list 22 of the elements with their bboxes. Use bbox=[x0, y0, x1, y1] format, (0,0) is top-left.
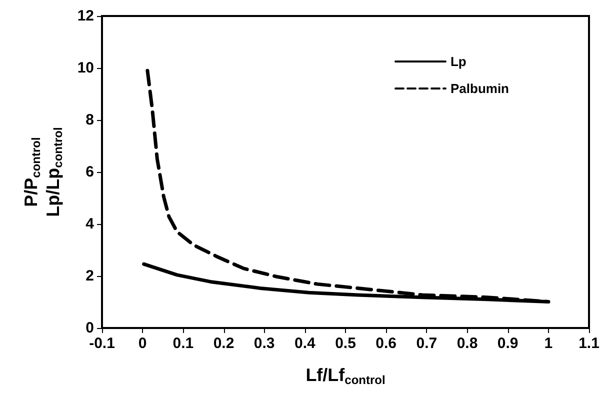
y-tick-label: 8 bbox=[86, 112, 94, 128]
x-tick-label: 0.3 bbox=[254, 335, 275, 352]
x-tick-label: 0.5 bbox=[335, 335, 356, 352]
x-tick-label: 0.2 bbox=[213, 335, 234, 352]
legend-label: Palbumin bbox=[450, 81, 510, 96]
y-tick-label: 0 bbox=[86, 320, 94, 336]
x-tick-label: 0.7 bbox=[416, 335, 438, 352]
y-tick-label: 2 bbox=[86, 268, 94, 284]
y-tick-label: 10 bbox=[77, 60, 94, 76]
legend-label: Lp bbox=[450, 54, 466, 69]
x-tick-label: -0.1 bbox=[89, 335, 115, 352]
y-tick-label: 12 bbox=[77, 8, 94, 24]
x-tick-label: 0.6 bbox=[376, 335, 397, 352]
x-tick-label: 1.1 bbox=[578, 335, 600, 352]
y-tick-label: 4 bbox=[86, 216, 95, 232]
y-tick-label: 6 bbox=[86, 164, 94, 180]
x-tick-label: 0.9 bbox=[497, 335, 518, 352]
x-tick-label: 0.8 bbox=[456, 335, 478, 352]
x-tick-label: 1 bbox=[544, 335, 553, 352]
x-tick-label: 0.1 bbox=[172, 335, 194, 352]
x-tick-label: 0.4 bbox=[294, 335, 316, 352]
x-tick-label: 0 bbox=[138, 335, 147, 352]
